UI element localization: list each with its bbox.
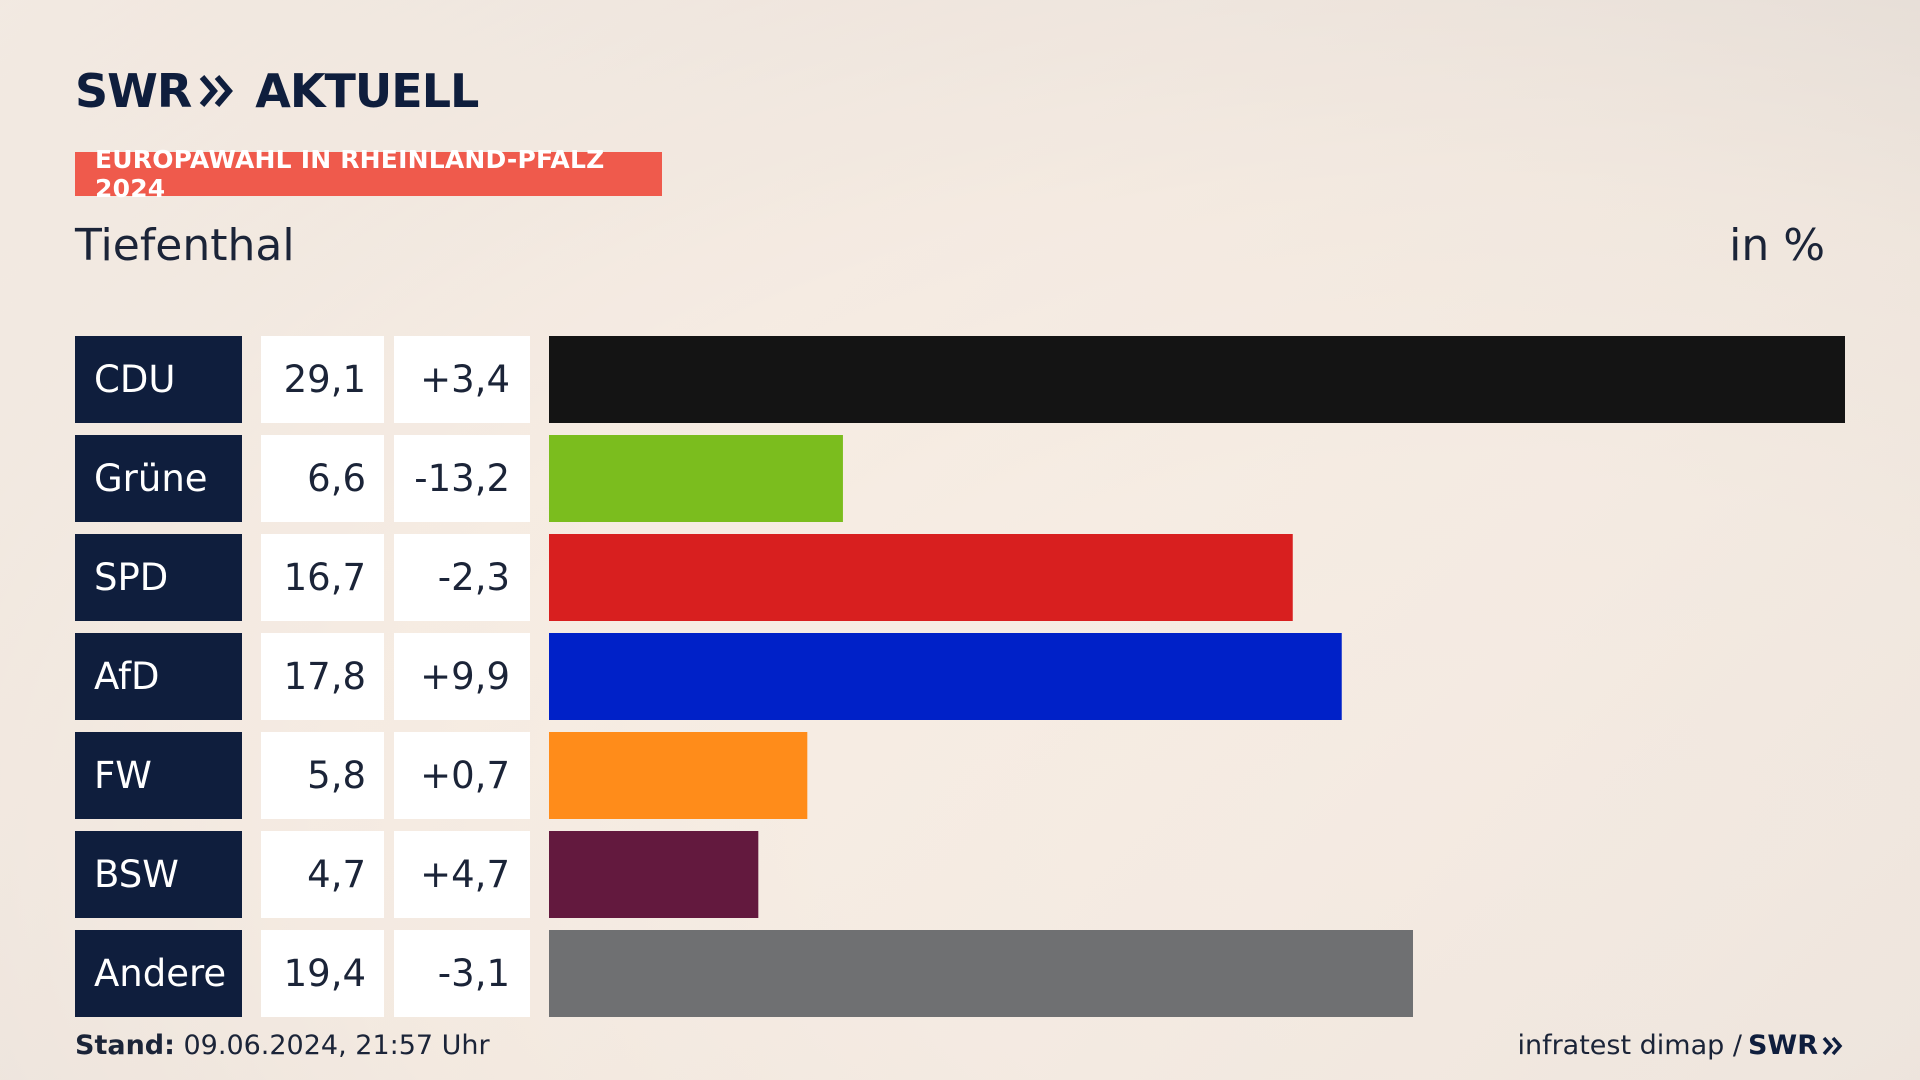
- result-row-fw: FW 5,8 +0,7: [75, 732, 1845, 819]
- party-label: FW: [75, 732, 242, 819]
- party-label: BSW: [75, 831, 242, 918]
- election-badge: EUROPAWAHL IN RHEINLAND-PFALZ 2024: [75, 145, 662, 203]
- party-label: Grüne: [75, 435, 242, 522]
- vote-share-value: 4,7: [261, 831, 384, 918]
- source-credit: infratest dimap / SWR: [1517, 1030, 1844, 1061]
- region-title: Tiefenthal: [75, 220, 295, 271]
- vote-change-value: -3,1: [394, 930, 530, 1017]
- stand-value: 09.06.2024, 21:57 Uhr: [174, 1030, 490, 1061]
- vote-change-value: +0,7: [394, 732, 530, 819]
- footer-swr-text: SWR: [1747, 1030, 1818, 1061]
- source-text: infratest dimap /: [1517, 1030, 1742, 1061]
- vote-share-value: 19,4: [261, 930, 384, 1017]
- party-label: CDU: [75, 336, 242, 423]
- vote-share-value: 16,7: [261, 534, 384, 621]
- vote-change-value: +4,7: [394, 831, 530, 918]
- party-label: AfD: [75, 633, 242, 720]
- stand-label: Stand:: [75, 1030, 175, 1061]
- vote-share-value: 5,8: [261, 732, 384, 819]
- result-row-afd: AfD 17,8 +9,9: [75, 633, 1845, 720]
- unit-label: in %: [1729, 220, 1825, 271]
- swr-aktuell-logo: SWR AKTUELL: [75, 64, 479, 118]
- result-row-cdu: CDU 29,1 +3,4: [75, 336, 1845, 423]
- party-label: Andere: [75, 930, 242, 1017]
- vote-change-value: -13,2: [394, 435, 530, 522]
- result-row-grüne: Grüne 6,6 -13,2: [75, 435, 1845, 522]
- vote-share-value: 17,8: [261, 633, 384, 720]
- double-chevron-icon: [199, 74, 235, 108]
- logo-aktuell-text: AKTUELL: [255, 64, 479, 118]
- logo-swr-text: SWR: [75, 64, 192, 118]
- vote-change-value: -2,3: [394, 534, 530, 621]
- vote-share-value: 6,6: [261, 435, 384, 522]
- result-row-andere: Andere 19,4 -3,1: [75, 930, 1845, 1017]
- result-row-bsw: BSW 4,7 +4,7: [75, 831, 1845, 918]
- footer-swr-logo: SWR: [1748, 1030, 1844, 1061]
- stand-timestamp: Stand: 09.06.2024, 21:57 Uhr: [75, 1030, 490, 1061]
- result-row-spd: SPD 16,7 -2,3: [75, 534, 1845, 621]
- footer-double-chevron-icon: [1822, 1036, 1843, 1055]
- vote-change-value: +3,4: [394, 336, 530, 423]
- party-label: SPD: [75, 534, 242, 621]
- vote-share-value: 29,1: [261, 336, 384, 423]
- vote-change-value: +9,9: [394, 633, 530, 720]
